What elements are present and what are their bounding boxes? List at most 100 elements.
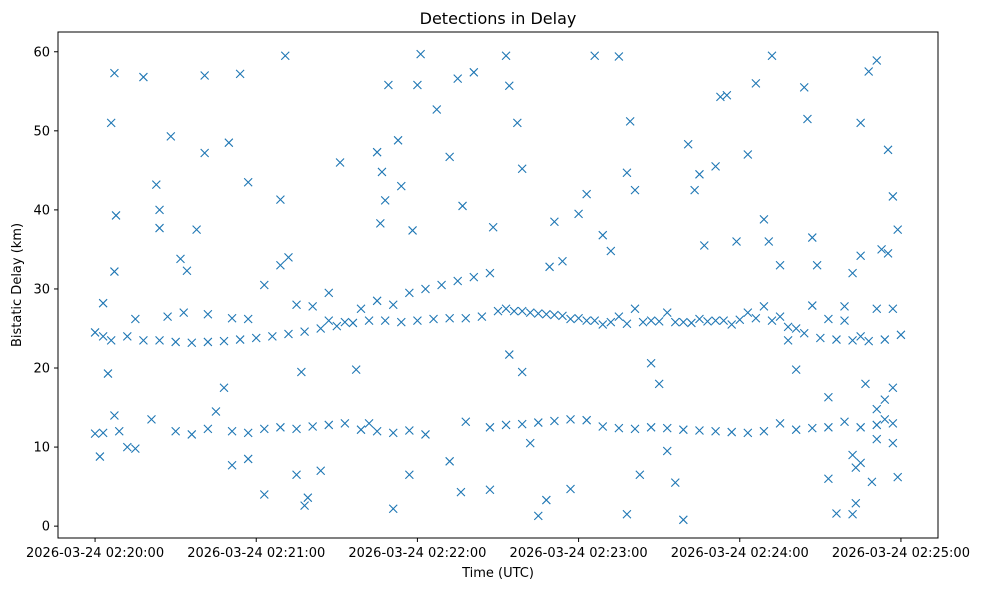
data-point-marker <box>259 280 269 290</box>
data-point-marker <box>683 139 693 149</box>
data-point-marker <box>856 118 866 128</box>
data-point-marker <box>883 248 893 258</box>
data-point-marker <box>155 205 164 215</box>
data-point-marker <box>276 422 285 432</box>
data-point-marker <box>416 49 426 59</box>
data-point-marker <box>775 312 785 322</box>
data-point-marker <box>280 51 290 61</box>
data-point-marker <box>110 411 119 420</box>
data-point-marker <box>106 118 116 128</box>
data-point-marker <box>759 214 769 224</box>
data-point-marker <box>622 168 632 178</box>
data-point-marker <box>625 116 635 126</box>
data-point-marker <box>872 434 882 444</box>
data-point-marker <box>566 415 575 424</box>
data-point-marker <box>456 487 466 497</box>
data-point-marker <box>396 317 406 327</box>
data-point-marker <box>654 379 664 389</box>
x-axis-label: Time (UTC) <box>461 566 534 581</box>
data-point-marker <box>458 201 467 211</box>
data-point-marker <box>453 276 463 286</box>
data-point-marker <box>163 312 172 322</box>
data-point-marker <box>316 466 326 476</box>
data-point-marker <box>259 490 269 499</box>
data-point-marker <box>340 317 350 327</box>
data-point-marker <box>351 365 361 374</box>
data-point-marker <box>851 498 861 508</box>
data-point-marker <box>574 209 583 219</box>
data-point-marker <box>200 71 210 80</box>
data-point-marker <box>517 306 527 316</box>
data-point-marker <box>848 450 857 460</box>
data-point-marker <box>767 51 777 61</box>
data-point-marker <box>799 82 809 92</box>
data-point-marker <box>324 288 334 298</box>
data-point-marker <box>550 416 559 426</box>
data-point-marker <box>384 80 393 90</box>
data-point-marker <box>130 444 140 454</box>
data-point-marker <box>469 272 479 282</box>
data-point-marker <box>678 515 688 525</box>
data-point-marker <box>445 152 455 162</box>
data-point-marker <box>722 90 732 100</box>
data-point-marker <box>872 56 882 65</box>
data-point-marker <box>103 369 113 378</box>
data-point-marker <box>558 256 567 266</box>
data-point-marker <box>182 266 192 276</box>
data-point-marker <box>203 309 213 319</box>
y-tick-label: 50 <box>33 124 50 139</box>
data-point-marker <box>308 422 318 431</box>
data-point-marker <box>630 304 640 314</box>
data-point-marker <box>815 333 825 343</box>
data-point-marker <box>171 337 181 347</box>
data-point-marker <box>380 196 390 205</box>
data-point-marker <box>139 335 148 345</box>
data-point-marker <box>122 442 132 452</box>
data-point-marker <box>192 225 201 235</box>
data-point-marker <box>485 485 495 495</box>
data-point-marker <box>880 335 890 344</box>
data-point-marker <box>670 317 680 327</box>
data-point-marker <box>590 316 600 325</box>
data-point-marker <box>388 428 398 438</box>
data-point-marker <box>375 218 385 228</box>
x-tick-label: 2026-03-24 02:21:00 <box>187 546 325 561</box>
data-point-marker <box>224 138 234 148</box>
data-point-marker <box>517 164 527 174</box>
data-point-marker <box>719 316 729 325</box>
data-point-marker <box>893 225 903 235</box>
data-point-marker <box>251 333 261 343</box>
data-point-marker <box>187 338 197 348</box>
data-point-marker <box>662 308 672 318</box>
data-point-marker <box>646 422 656 432</box>
data-point-marker <box>512 118 522 128</box>
data-point-marker <box>743 308 753 318</box>
data-point-marker <box>485 422 495 432</box>
data-point-marker <box>880 395 890 405</box>
data-point-marker <box>791 425 801 435</box>
data-point-marker <box>292 470 301 480</box>
data-point-marker <box>219 383 229 393</box>
data-point-marker <box>582 189 592 199</box>
data-point-marker <box>888 383 898 393</box>
data-point-marker <box>243 454 253 464</box>
data-point-marker <box>775 260 785 270</box>
data-point-marker <box>243 177 253 187</box>
data-point-marker <box>296 367 306 377</box>
data-point-marker <box>614 423 624 433</box>
data-point-marker <box>396 181 406 191</box>
y-tick-label: 30 <box>33 282 50 297</box>
data-point-marker <box>276 260 285 270</box>
data-point-marker <box>614 52 624 61</box>
data-point-marker <box>235 69 245 79</box>
data-point-marker <box>856 332 866 341</box>
data-point-marker <box>533 511 543 521</box>
data-point-marker <box>227 313 237 323</box>
data-point-marker <box>856 422 866 432</box>
data-point-marker <box>429 314 438 324</box>
data-point-marker <box>292 300 301 310</box>
data-point-marker <box>695 314 704 324</box>
data-point-marker <box>550 217 559 227</box>
data-point-marker <box>877 245 886 254</box>
data-point-marker <box>711 316 720 325</box>
